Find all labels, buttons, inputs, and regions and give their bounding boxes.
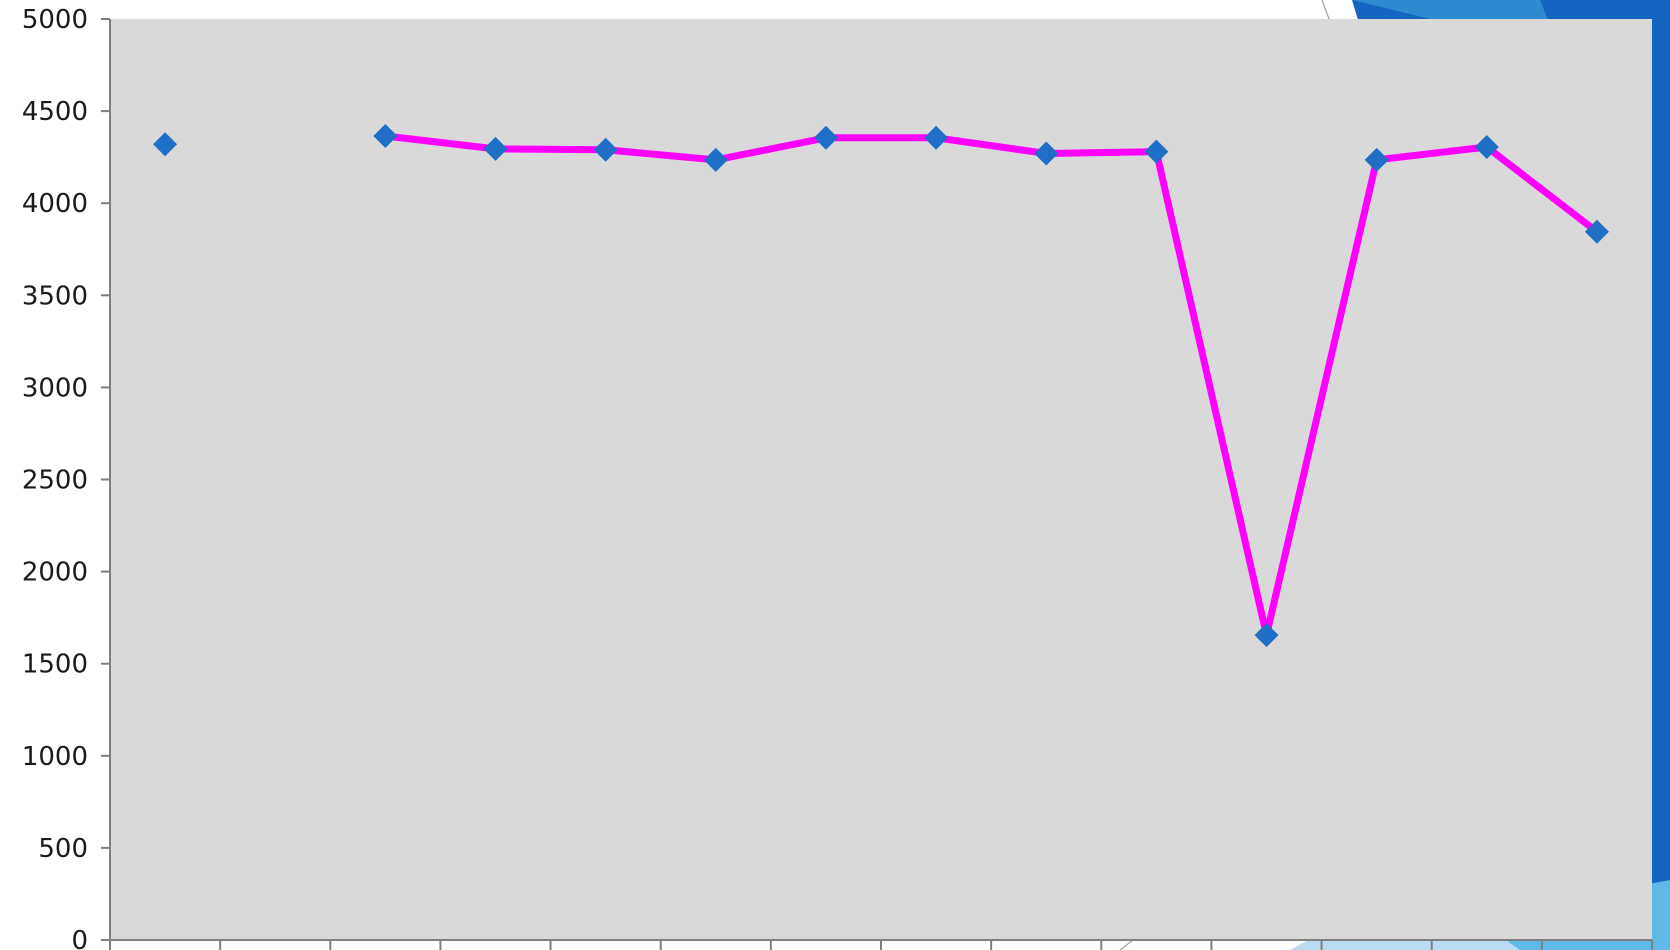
data-point-marker [1584, 219, 1609, 244]
y-tick-label: 3000 [22, 373, 88, 403]
y-tick-label: 500 [38, 834, 88, 864]
data-point-marker [1474, 135, 1499, 160]
data-point-marker [1364, 147, 1389, 172]
series-line-segment [381, 132, 499, 153]
y-tick-label: 1500 [22, 650, 88, 680]
y-tick-label: 5000 [22, 5, 88, 35]
y-tick-label: 1000 [22, 742, 88, 772]
x-axis-ticks [109, 940, 1653, 950]
data-point-marker [813, 125, 838, 150]
data-point-marker [924, 125, 949, 150]
series-line-segment [1483, 143, 1601, 236]
data-point-marker [153, 132, 178, 157]
y-tick-label: 2000 [22, 558, 88, 588]
series-line-segment [1042, 148, 1160, 157]
data-point-marker [1254, 623, 1279, 648]
y-tick-label: 4500 [22, 97, 88, 127]
series-marker-group [153, 123, 1609, 648]
series-line-group [381, 132, 1601, 639]
series-line-segment [1152, 148, 1270, 639]
series-line-segment [492, 145, 610, 154]
series-line-segment [712, 134, 830, 164]
data-point-marker [1144, 139, 1169, 164]
series-line-segment [1263, 156, 1381, 639]
y-axis-ticks: 0 500 1000 1500 2000 2500 3000 3500 4000 4500 5000 [22, 5, 110, 950]
y-tick-label: 0 [71, 926, 88, 950]
y-tick-label: 4000 [22, 189, 88, 219]
series-line-segment [602, 146, 720, 164]
data-point-marker [483, 136, 508, 161]
series-line-segment [1373, 143, 1491, 164]
data-point-marker [593, 137, 618, 162]
series-line-segment [932, 134, 1050, 157]
data-point-marker [373, 123, 398, 148]
data-point-marker [703, 147, 728, 172]
y-tick-label: 3500 [22, 281, 88, 311]
data-point-marker [1034, 141, 1059, 166]
plot-area [110, 19, 1652, 940]
y-tick-label: 2500 [22, 466, 88, 496]
